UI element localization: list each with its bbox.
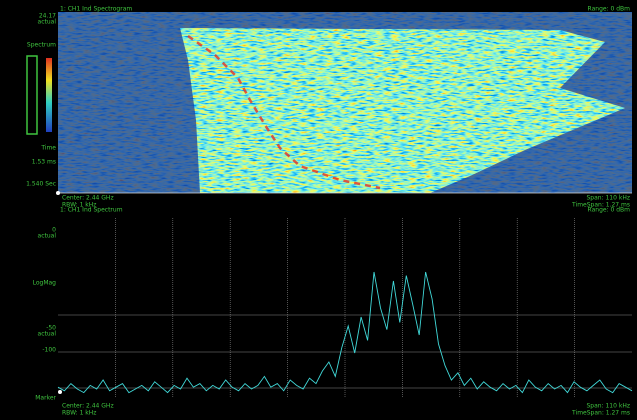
spectrum-left-label: actual [38, 233, 57, 240]
status-right: TimeSpan: 1.27 ms [571, 202, 630, 209]
status-left: Center: 2.44 GHz [62, 195, 114, 202]
spectrum-title: 1: CH1 Ind Spectrum [60, 207, 123, 214]
spectrum-left-label: actual [38, 331, 57, 338]
status-left: RBW: 1 kHz [62, 202, 96, 209]
spectrum-left-label: -100 [42, 347, 56, 354]
waterfall-range: Range: 0 dBm [588, 6, 631, 13]
waterfall-left-label: actual [38, 19, 57, 26]
level-box [26, 55, 38, 135]
status-left: Center: 2.44 GHz [62, 403, 114, 410]
status-left: RBW: 1 kHz [62, 410, 96, 417]
spectrum-left-label: LogMag [33, 280, 57, 287]
spectrum-left-label: 0 [52, 227, 56, 234]
waterfall-peak [187, 34, 381, 190]
color-bar [46, 58, 52, 132]
spectrum-trace [57, 271, 633, 394]
marker [56, 191, 60, 195]
waterfall-left-label: 24.17 [39, 13, 56, 20]
status-right: Span: 110 kHz [586, 195, 630, 202]
status-right: Span: 110 kHz [586, 403, 630, 410]
spectrum-left-label: -50 [46, 325, 56, 332]
marker [58, 390, 62, 394]
spectrum-left-label: Marker [35, 395, 56, 402]
waterfall-left-label: 1.540 Sec [26, 181, 56, 188]
waterfall-title: 1: CH1 Ind Spectrogram [60, 6, 132, 13]
waterfall-left-label: Spectrum [27, 42, 56, 49]
status-right: TimeSpan: 1.27 ms [571, 410, 630, 417]
waterfall-left-label: 1.53 ms [32, 159, 56, 166]
waterfall-left-label: Time [40, 145, 56, 152]
spectrum-range: Range: 0 dBm [588, 207, 631, 214]
